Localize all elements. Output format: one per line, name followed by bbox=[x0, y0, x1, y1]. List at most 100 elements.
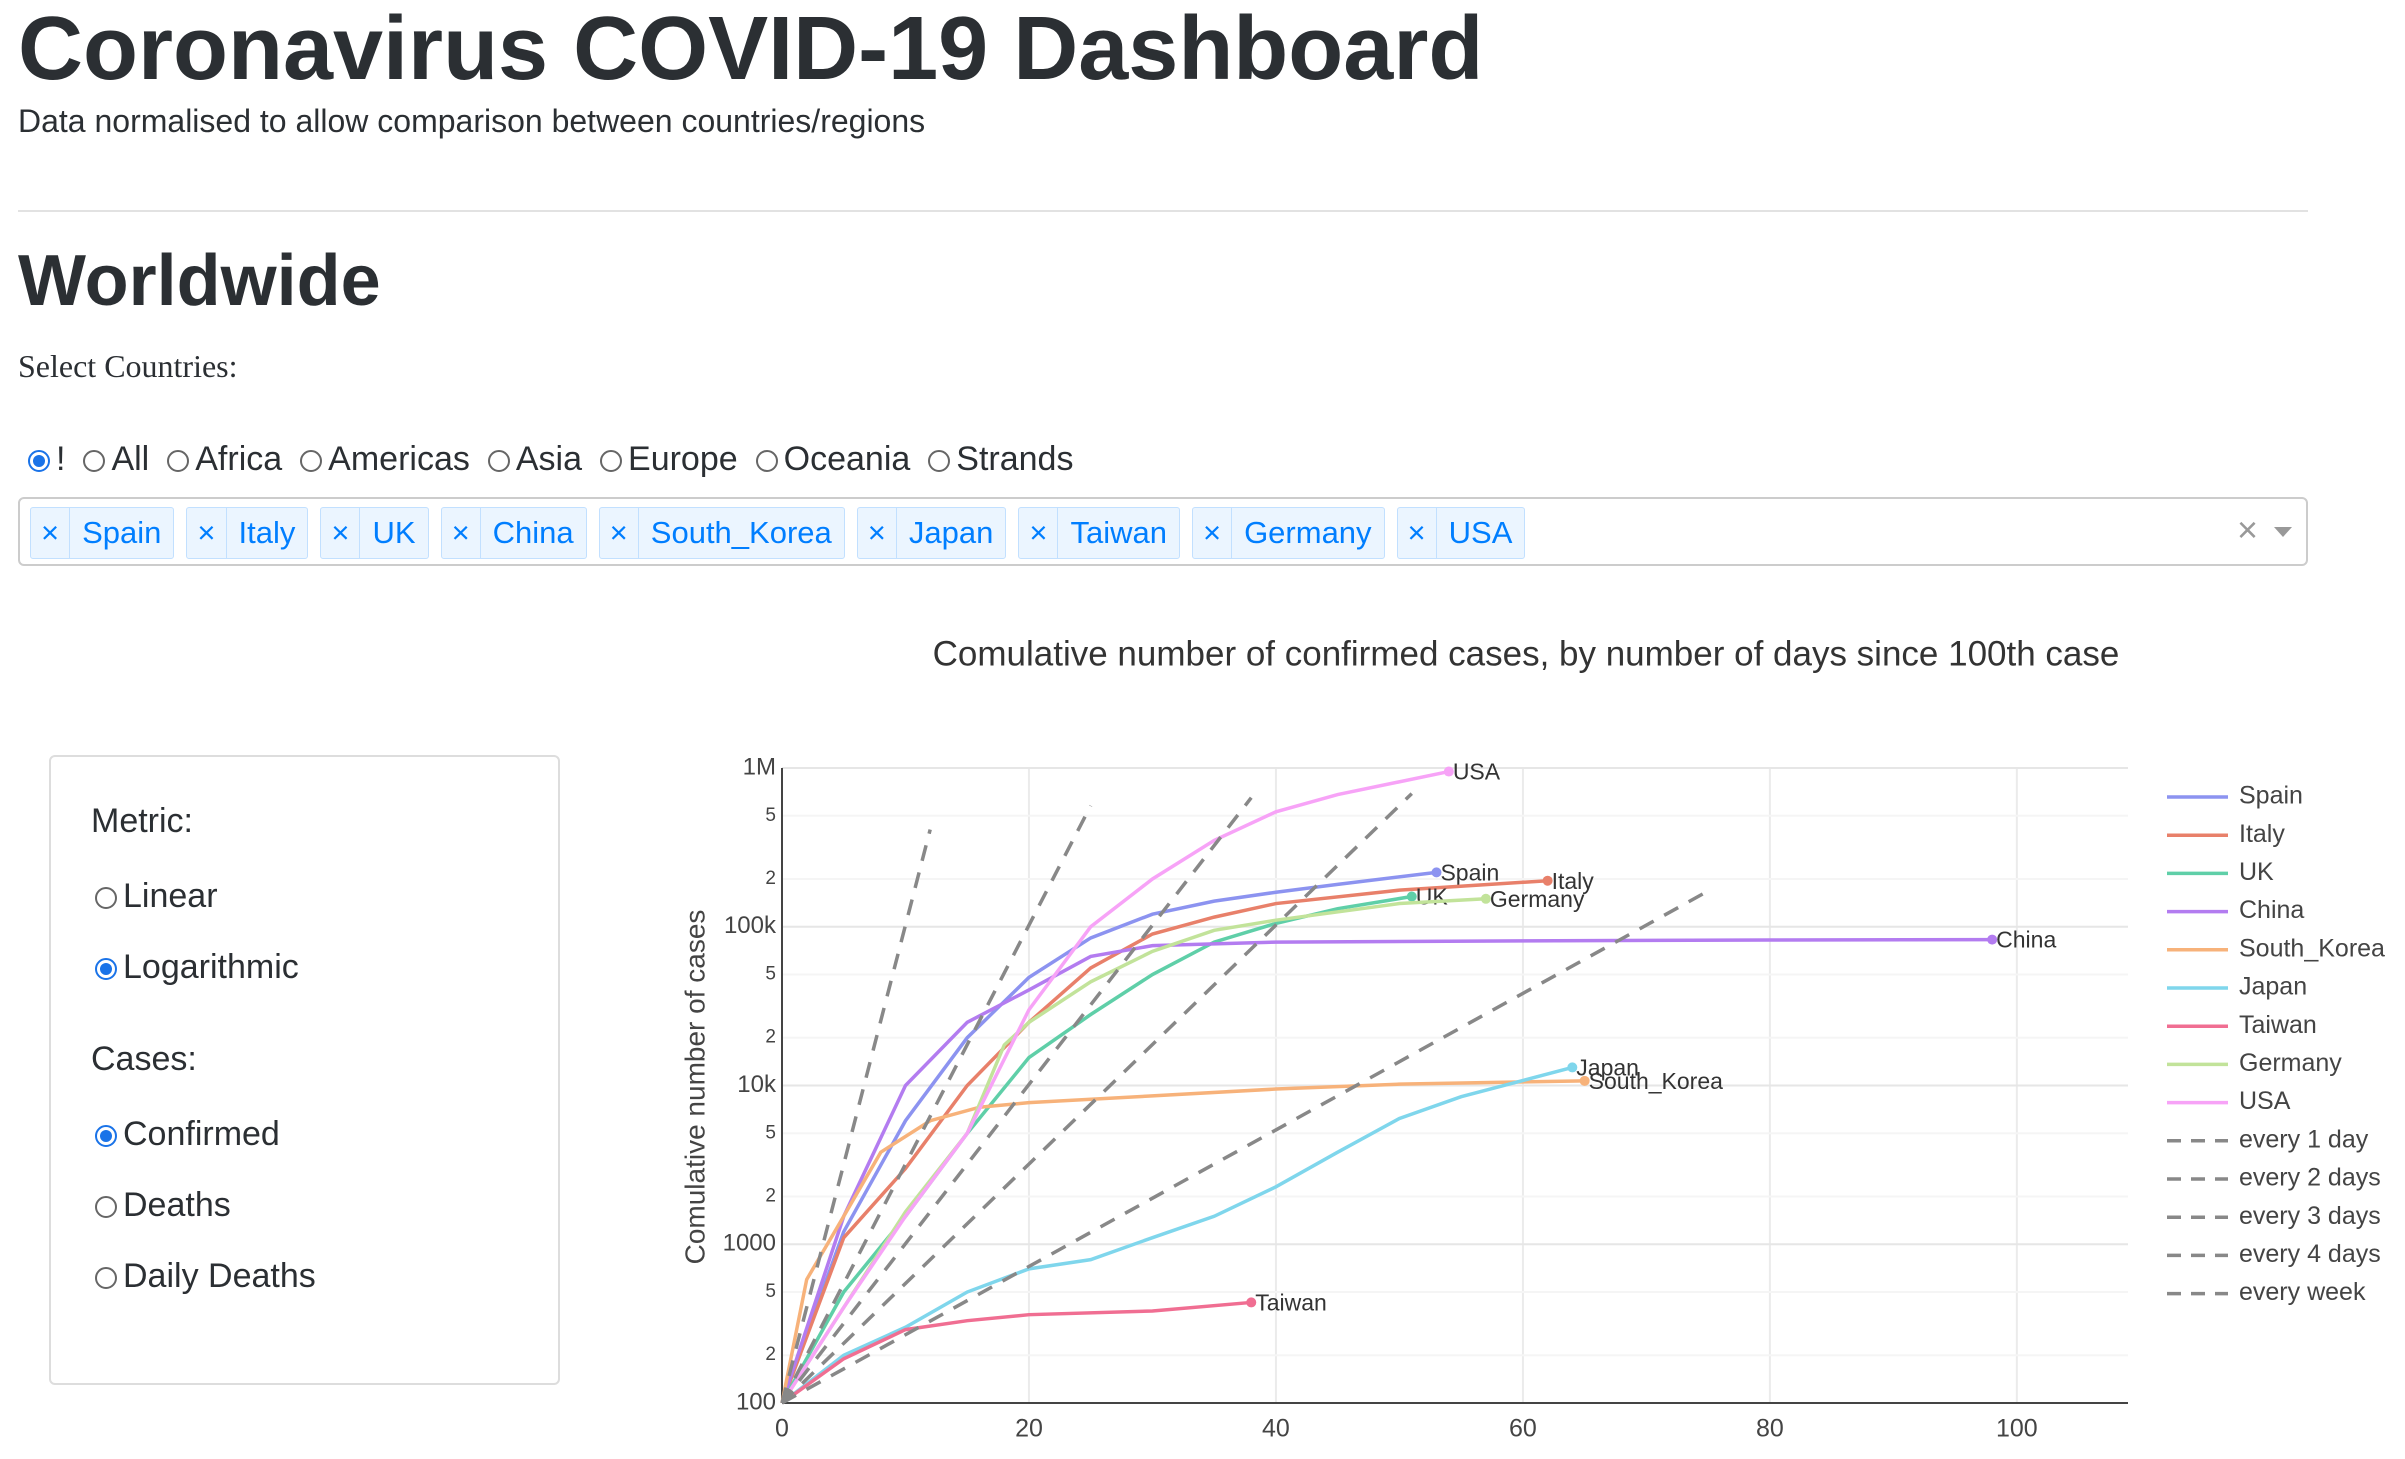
radio-button[interactable] bbox=[95, 1196, 117, 1218]
country-tag[interactable]: × Italy bbox=[186, 507, 309, 559]
x-tick-label: 20 bbox=[1015, 1415, 1043, 1443]
series-line bbox=[780, 1300, 1252, 1405]
y-tick-label: 1000 bbox=[723, 1230, 776, 1257]
radio-button[interactable] bbox=[83, 450, 106, 472]
legend-label: Taiwan bbox=[2239, 1011, 2317, 1039]
subtitle: Data normalised to allow comparison betw… bbox=[18, 103, 926, 139]
region-option[interactable]: Strands bbox=[928, 440, 1073, 479]
tag-remove[interactable]: × bbox=[31, 508, 71, 558]
end-marker bbox=[1579, 1075, 1590, 1086]
radio-button[interactable] bbox=[95, 1125, 117, 1147]
country-tag[interactable]: × USA bbox=[1396, 507, 1526, 559]
y-tick-label: 2 bbox=[765, 1344, 776, 1365]
tag-remove[interactable]: × bbox=[442, 508, 481, 558]
region-option[interactable]: Oceania bbox=[755, 440, 911, 479]
radio-button[interactable] bbox=[600, 450, 623, 472]
tag-remove[interactable]: × bbox=[600, 508, 639, 558]
country-tag[interactable]: × UK bbox=[320, 507, 429, 559]
legend-label: every 3 days bbox=[2239, 1202, 2381, 1230]
series-line bbox=[780, 937, 1993, 1404]
end-label: China bbox=[1996, 927, 2056, 953]
y-axis-title: Comulative number of cases bbox=[679, 910, 710, 1265]
country-tag[interactable]: × Japan bbox=[856, 507, 1007, 559]
end-marker bbox=[1443, 766, 1454, 777]
region-label: ! bbox=[56, 440, 66, 478]
region-option[interactable]: Asia bbox=[487, 440, 582, 479]
radio-button[interactable] bbox=[95, 958, 117, 980]
country-tag[interactable]: × Germany bbox=[1191, 507, 1385, 559]
tag-remove[interactable]: × bbox=[1193, 508, 1233, 558]
x-tick-label: 0 bbox=[775, 1415, 789, 1443]
region-label: Oceania bbox=[783, 440, 911, 478]
tag-remove[interactable]: × bbox=[321, 508, 361, 558]
radio-button[interactable] bbox=[95, 887, 117, 909]
legend-label: every 2 days bbox=[2239, 1164, 2381, 1192]
radio-button[interactable] bbox=[28, 450, 50, 472]
tag-remove[interactable]: × bbox=[858, 508, 897, 558]
country-tag[interactable]: × South_Korea bbox=[598, 507, 845, 559]
group-label: Cases: bbox=[91, 1040, 197, 1078]
end-marker bbox=[1567, 1062, 1578, 1073]
tag-remove[interactable]: × bbox=[187, 508, 227, 558]
tag-remove[interactable]: × bbox=[1019, 508, 1059, 558]
region-radios: ! All Africa Americas Asia Europe Oceania Stran… bbox=[28, 440, 1091, 479]
x-tick-label: 80 bbox=[1756, 1415, 1784, 1443]
radio-button[interactable] bbox=[167, 450, 190, 472]
radio-option[interactable]: Logarithmic bbox=[95, 948, 299, 987]
radio-button[interactable] bbox=[487, 450, 510, 472]
series-line bbox=[780, 796, 1253, 1405]
region-option[interactable]: Americas bbox=[300, 440, 470, 479]
radio-button[interactable] bbox=[95, 1267, 117, 1289]
region-option[interactable]: Europe bbox=[600, 440, 738, 479]
tag-label: Italy bbox=[238, 515, 296, 550]
country-tag[interactable]: × Taiwan bbox=[1018, 507, 1180, 559]
legend-label: USA bbox=[2239, 1087, 2291, 1115]
x-tick-label: 40 bbox=[1262, 1415, 1290, 1443]
y-tick-label: 100 bbox=[736, 1388, 776, 1415]
radio-label: Daily Deaths bbox=[123, 1257, 316, 1295]
dropdown-arrow[interactable] bbox=[2274, 527, 2292, 537]
select-label: Select Countries: bbox=[18, 348, 238, 384]
legend-label: Spain bbox=[2239, 782, 2303, 810]
y-tick-label: 5 bbox=[765, 805, 776, 826]
tag-remove[interactable]: × bbox=[1398, 508, 1437, 558]
tag-list: × Spain × Italy × UK × China × South_Korea × Japan ×… bbox=[30, 507, 1537, 559]
country-dropdown[interactable]: × Spain × Italy × UK × China × South_Korea × Japan ×… bbox=[18, 497, 2308, 566]
tag-label: China bbox=[492, 515, 574, 550]
radio-label: Deaths bbox=[123, 1186, 231, 1224]
y-tick-label: 2 bbox=[765, 1185, 776, 1206]
region-option[interactable]: ! bbox=[28, 440, 65, 479]
end-label: Spain bbox=[1440, 859, 1499, 885]
tag-label: Spain bbox=[82, 515, 162, 550]
divider bbox=[18, 210, 2308, 212]
radio-option[interactable]: Deaths bbox=[95, 1186, 231, 1225]
tag-label: UK bbox=[372, 515, 416, 550]
tag-label: Germany bbox=[1244, 515, 1372, 550]
section-title: Worldwide bbox=[18, 241, 381, 321]
clear-icon[interactable]: × bbox=[2236, 509, 2258, 550]
end-marker bbox=[1480, 893, 1491, 904]
country-tag[interactable]: × Spain bbox=[30, 507, 175, 559]
x-tick-label: 100 bbox=[1996, 1415, 2038, 1443]
radio-option[interactable]: Linear bbox=[95, 877, 218, 916]
radio-button[interactable] bbox=[928, 450, 951, 472]
legend-label: Germany bbox=[2239, 1049, 2342, 1077]
series-line bbox=[780, 804, 1093, 1404]
radio-label: Linear bbox=[123, 877, 218, 915]
radio-button[interactable] bbox=[300, 450, 323, 472]
radio-option[interactable]: Daily Deaths bbox=[95, 1257, 316, 1296]
region-label: Africa bbox=[195, 440, 283, 478]
end-marker bbox=[1542, 875, 1553, 886]
tag-label: Japan bbox=[908, 515, 994, 550]
legend-label: China bbox=[2239, 896, 2304, 924]
radio-label: Confirmed bbox=[123, 1115, 280, 1153]
country-tag[interactable]: × China bbox=[440, 507, 587, 559]
region-option[interactable]: All bbox=[83, 440, 149, 479]
radio-option[interactable]: Confirmed bbox=[95, 1115, 280, 1154]
y-tick-label: 2 bbox=[765, 1027, 776, 1048]
region-option[interactable]: Africa bbox=[167, 440, 282, 479]
end-label: Germany bbox=[1490, 886, 1585, 912]
series-line bbox=[780, 769, 1450, 1404]
radio-button[interactable] bbox=[755, 450, 778, 472]
